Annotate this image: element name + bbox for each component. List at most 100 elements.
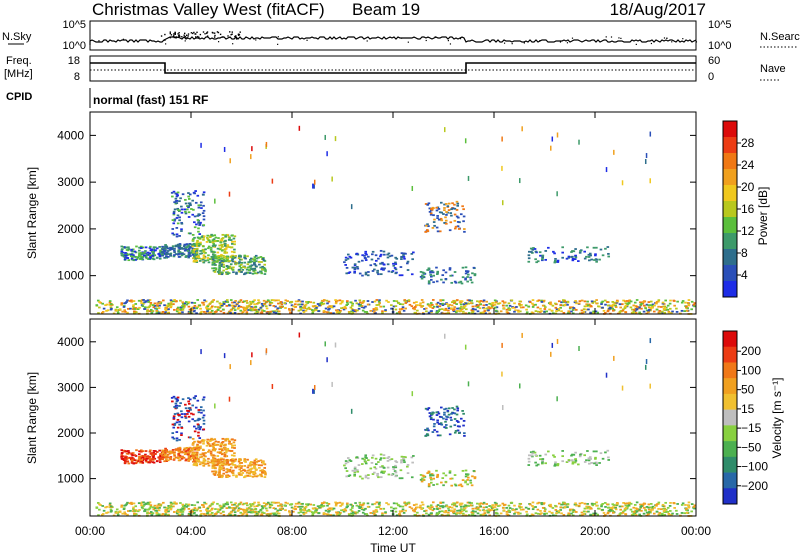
range-gate-cell (131, 454, 134, 457)
range-gate-cell (624, 506, 628, 509)
range-gate-cell (590, 502, 594, 505)
nsearch-point (229, 31, 231, 33)
range-gate-cell (152, 246, 156, 249)
range-gate-cell (211, 256, 215, 259)
range-gate-cell (420, 508, 423, 510)
range-gate-cell (364, 271, 368, 274)
range-gate-cell (418, 506, 422, 509)
range-gate-cell (583, 250, 587, 253)
range-gate-cell (639, 301, 642, 304)
range-gate-cell (276, 512, 280, 515)
range-gate-cell (109, 303, 113, 305)
nsky-trace (89, 31, 698, 46)
range-gate-cell (288, 309, 291, 312)
range-gate-cell (474, 510, 477, 513)
range-gate-cell (253, 303, 256, 306)
range-gate-cell (531, 505, 534, 507)
range-gate-cell (178, 235, 181, 237)
range-gate-cell (444, 307, 448, 310)
range-gate-cell (158, 311, 161, 314)
range-gate-cell (239, 508, 243, 510)
range-gate-cell (329, 514, 333, 516)
range-gate-cell (454, 281, 458, 284)
range-gate-cell (220, 244, 224, 246)
range-gate-cell (508, 308, 512, 310)
range-gate-cell (272, 305, 276, 307)
range-gate-cell (436, 508, 439, 511)
range-gate-cell (602, 512, 606, 514)
range-gate-cell (306, 307, 309, 310)
nsearch-point (170, 34, 173, 36)
range-gate-cell (128, 300, 132, 302)
range-gate-cell (662, 507, 666, 510)
range-gate-cell (130, 258, 134, 261)
range-gate-cell (303, 506, 307, 509)
range-gate-cell (284, 299, 288, 302)
range-gate-cell (177, 250, 180, 253)
range-gate-cell (536, 512, 540, 515)
range-gate-cell (274, 501, 278, 504)
range-gate-cell (443, 207, 446, 209)
range-gate-cell (246, 458, 249, 461)
range-gate-cell (305, 301, 308, 303)
range-gate-cell (241, 472, 245, 474)
range-gate-cell (167, 505, 170, 507)
range-gate-cell (180, 230, 183, 232)
range-gate-cell (692, 303, 696, 306)
range-gate-cell (429, 474, 432, 477)
range-gate-cell (188, 253, 192, 255)
range-gate-cell (214, 448, 217, 450)
range-gate-cell (229, 255, 233, 258)
range-gate-cell (395, 312, 399, 315)
range-gate-cell (536, 310, 540, 313)
range-gate-cell (629, 306, 633, 309)
range-gate-cell (550, 351, 552, 357)
range-gate-cell (279, 504, 282, 507)
range-gate-cell (573, 258, 577, 261)
range-gate-cell (574, 502, 577, 505)
range-gate-cell (505, 510, 509, 513)
range-gate-cell (206, 309, 210, 312)
range-gate-cell (272, 299, 275, 302)
range-gate-cell (554, 306, 558, 309)
range-gate-cell (271, 383, 274, 389)
range-gate-cell (138, 455, 141, 458)
range-gate-cell (479, 513, 483, 516)
range-gate-cell (209, 247, 213, 249)
range-gate-cell (223, 453, 227, 456)
range-gate-cell (166, 247, 170, 250)
range-gate-cell (342, 308, 346, 311)
range-gate-cell (386, 466, 390, 469)
range-gate-cell (246, 263, 250, 266)
range-gate-cell (294, 502, 298, 505)
range-gate-cell (218, 244, 222, 247)
range-gate-cell (231, 459, 235, 462)
range-gate-cell (647, 306, 651, 309)
range-gate-cell (428, 415, 432, 418)
range-gate-cell (226, 469, 230, 471)
range-gate-cell (534, 461, 537, 464)
range-gate-cell (169, 458, 173, 461)
range-gate-cell (168, 253, 172, 256)
range-gate-cell (124, 455, 127, 458)
range-gate-cell (251, 272, 255, 275)
range-gate-cell (195, 456, 199, 459)
range-gate-cell (662, 305, 666, 308)
range-gate-cell (373, 300, 377, 303)
range-gate-cell (204, 502, 208, 505)
range-gate-cell (238, 464, 241, 467)
range-gate-cell (152, 248, 156, 251)
range-gate-cell (187, 410, 191, 412)
range-gate-cell (482, 304, 486, 307)
range-gate-cell (640, 307, 643, 310)
range-gate-cell (632, 304, 636, 307)
range-gate-cell (170, 503, 173, 505)
range-gate-cell (288, 510, 291, 513)
range-gate-cell (105, 303, 109, 306)
range-gate-cell (527, 460, 531, 463)
range-gate-cell (529, 451, 533, 454)
range-gate-cell (202, 414, 206, 417)
range-gate-cell (163, 312, 167, 315)
nsearch-point (178, 36, 180, 39)
